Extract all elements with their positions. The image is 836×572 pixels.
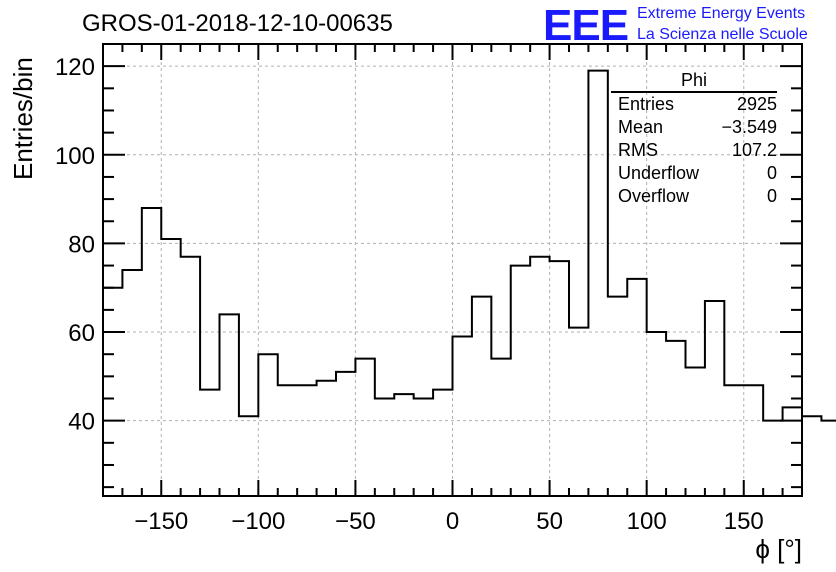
chart-title: GROS-01-2018-12-10-00635 xyxy=(82,10,393,37)
x-axis-label: ϕ [°] xyxy=(755,534,802,564)
stats-value: −3.549 xyxy=(721,117,777,137)
stats-label: Entries xyxy=(618,94,675,114)
y-tick-label: 60 xyxy=(68,320,95,347)
x-tick-label: −150 xyxy=(134,508,188,535)
stats-row: Entries 2925 xyxy=(611,93,777,116)
y-tick-label: 40 xyxy=(68,409,95,436)
stats-label: Overflow xyxy=(618,186,690,206)
eee-logo-line2: La Scienza nelle Scuole xyxy=(637,26,808,43)
eee-logo-text: Extreme Energy Events La Scienza nelle S… xyxy=(637,3,808,45)
stats-label: RMS xyxy=(618,140,658,160)
axis-ticks xyxy=(102,43,803,496)
x-tick-label: 100 xyxy=(627,508,667,535)
x-tick-label: 0 xyxy=(446,508,459,535)
stats-value: 0 xyxy=(766,186,777,206)
axis-tick-labels: −150 −100 −50 0 50 100 150 40 60 80 100 120 xyxy=(55,54,764,535)
x-tick-label: 50 xyxy=(536,508,563,535)
eee-logo-line1: Extreme Energy Events xyxy=(637,5,806,22)
x-tick-label: −100 xyxy=(231,508,285,535)
stats-value: 2925 xyxy=(736,94,777,114)
stats-label: Mean xyxy=(618,117,664,137)
stats-row: Underflow 0 xyxy=(611,162,777,185)
y-tick-label: 100 xyxy=(55,143,95,170)
stats-value: 107.2 xyxy=(731,140,777,160)
stats-label: Underflow xyxy=(618,163,700,183)
stats-value: 0 xyxy=(766,163,777,183)
histogram-line xyxy=(103,69,836,422)
y-tick-label: 120 xyxy=(55,54,95,81)
y-axis-label: Entries/bin xyxy=(8,57,38,180)
y-tick-label: 80 xyxy=(68,231,95,258)
stats-box: Phi Entries 2925 Mean −3.549 RMS 107.2 Unde… xyxy=(611,70,777,208)
stats-row: RMS 107.2 xyxy=(611,139,777,162)
stats-row: Overflow 0 xyxy=(611,185,777,208)
x-tick-label: −50 xyxy=(335,508,376,535)
histogram-bars xyxy=(103,69,836,422)
stats-row: Mean −3.549 xyxy=(611,116,777,139)
eee-logo: EEE xyxy=(543,1,629,50)
stats-box-title: Phi xyxy=(611,70,777,93)
x-tick-label: 150 xyxy=(724,508,764,535)
